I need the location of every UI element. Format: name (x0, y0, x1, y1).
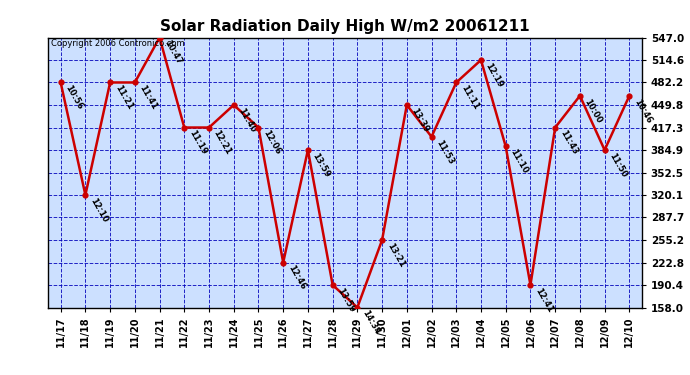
Text: 11:43: 11:43 (558, 129, 579, 157)
Text: 11:11: 11:11 (459, 84, 480, 112)
Point (277, 260, 288, 266)
Point (228, 102, 239, 108)
Point (525, 282, 536, 288)
Text: 10:00: 10:00 (582, 97, 604, 124)
Point (129, 80, 140, 86)
Text: 10:46: 10:46 (632, 97, 653, 125)
Text: 14:34: 14:34 (360, 309, 382, 336)
Point (253, 124, 264, 130)
Text: 13:21: 13:21 (385, 242, 406, 269)
Text: 11:19: 11:19 (187, 129, 208, 157)
Text: 11:40: 11:40 (237, 106, 257, 134)
Point (204, 124, 215, 130)
Point (55, 80, 66, 86)
Point (500, 144, 511, 150)
Point (402, 102, 413, 108)
Text: 11:50: 11:50 (607, 152, 629, 179)
Text: 12:21: 12:21 (212, 129, 233, 157)
Point (352, 304, 363, 310)
Point (550, 124, 561, 130)
Text: 13:59: 13:59 (335, 286, 357, 314)
Point (475, 57, 486, 63)
Text: 12:06: 12:06 (262, 129, 282, 157)
Text: 13:39: 13:39 (410, 106, 431, 134)
Text: 13:59: 13:59 (310, 152, 332, 179)
Point (451, 80, 462, 86)
Point (599, 147, 610, 153)
Text: 11:10: 11:10 (509, 148, 530, 176)
Text: 12:10: 12:10 (88, 196, 109, 224)
Text: 11:41: 11:41 (137, 84, 159, 112)
Text: 11:21: 11:21 (113, 84, 134, 112)
Point (154, 34, 165, 40)
Point (80, 192, 91, 198)
Text: 11:53: 11:53 (434, 138, 455, 166)
Title: Solar Radiation Daily High W/m2 20061211: Solar Radiation Daily High W/m2 20061211 (160, 18, 530, 33)
Point (624, 93, 635, 99)
Text: 12:19: 12:19 (484, 62, 505, 89)
Point (105, 80, 116, 86)
Text: 12:46: 12:46 (286, 264, 307, 292)
Text: 12:41: 12:41 (533, 286, 555, 314)
Text: 10:56: 10:56 (63, 84, 85, 111)
Point (327, 282, 338, 288)
Point (302, 147, 313, 153)
Point (574, 93, 585, 99)
Point (426, 134, 437, 140)
Text: Copyright 2006 Contronico.com: Copyright 2006 Contronico.com (51, 39, 185, 48)
Point (179, 124, 190, 130)
Point (377, 237, 388, 243)
Text: 10:47: 10:47 (162, 39, 184, 66)
